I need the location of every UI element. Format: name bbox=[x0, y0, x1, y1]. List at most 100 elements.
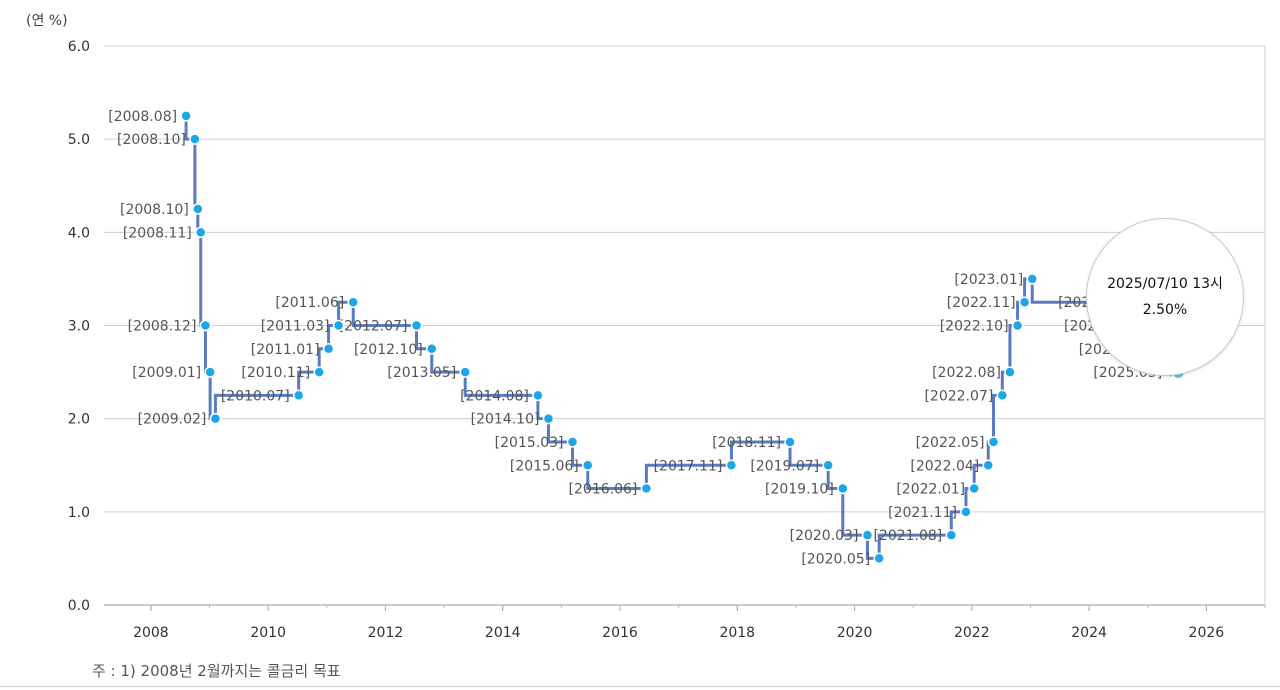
y-tick-label: 3.0 bbox=[68, 319, 90, 335]
point-label: [2008.12] bbox=[128, 319, 197, 335]
data-point[interactable] bbox=[192, 203, 204, 215]
data-point[interactable] bbox=[313, 366, 325, 378]
point-label: [2022.05] bbox=[916, 435, 985, 451]
data-point[interactable] bbox=[532, 389, 544, 402]
point-labels: [2008.08] [2008.10] [2008.10] [2008.11] [200… bbox=[108, 109, 1162, 568]
point-label: [2010.11] bbox=[241, 365, 310, 381]
hover-tooltip: 2025/07/10 13시 2.50% bbox=[1086, 218, 1244, 376]
data-point[interactable] bbox=[960, 506, 972, 518]
point-label: [2018.11] bbox=[712, 435, 781, 451]
data-point[interactable] bbox=[195, 226, 207, 239]
grid-lines bbox=[104, 45, 1266, 606]
point-label: [2008.11] bbox=[123, 225, 192, 241]
bottom-divider bbox=[0, 686, 1280, 687]
x-tick-label: 2010 bbox=[250, 625, 286, 641]
data-point[interactable] bbox=[322, 343, 335, 355]
data-point[interactable] bbox=[180, 110, 192, 122]
data-point[interactable] bbox=[542, 412, 555, 425]
data-point[interactable] bbox=[204, 366, 216, 378]
y-tick-label: 1.0 bbox=[68, 505, 90, 521]
point-label: [2009.01] bbox=[132, 365, 201, 381]
point-label: [2014.10] bbox=[471, 412, 540, 428]
point-label: [2008.08] bbox=[108, 109, 177, 125]
y-tick-label: 5.0 bbox=[68, 132, 90, 148]
point-label: [2008.10] bbox=[117, 132, 186, 148]
x-tick-label: 2022 bbox=[954, 625, 990, 641]
x-tick-label: 2020 bbox=[837, 625, 873, 641]
data-point[interactable] bbox=[410, 319, 423, 332]
data-point[interactable] bbox=[1026, 273, 1038, 285]
x-tick-label: 2012 bbox=[368, 625, 404, 641]
point-label: [2022.11] bbox=[947, 295, 1016, 311]
y-tick-label: 0.0 bbox=[68, 598, 90, 614]
x-tick-label: 2026 bbox=[1189, 625, 1225, 641]
point-label: [2020.05] bbox=[801, 551, 870, 567]
x-tick-label: 2024 bbox=[1071, 625, 1107, 641]
footnote: 주 : 1) 2008년 2월까지는 콜금리 목표 bbox=[92, 662, 341, 680]
point-label: [2022.10] bbox=[940, 319, 1009, 335]
point-label: [2022.07] bbox=[924, 388, 993, 404]
point-label: [2019.10] bbox=[765, 482, 834, 498]
data-point[interactable] bbox=[582, 459, 594, 471]
data-point[interactable] bbox=[987, 436, 1000, 448]
x-tick-label: 2008 bbox=[133, 625, 169, 641]
point-label: [2022.04] bbox=[910, 458, 979, 474]
axes: 0.0 1.0 2.0 3.0 4.0 5.0 6.0 2008 2010 2012 2014 201… bbox=[68, 39, 1266, 641]
x-tick-label: 2014 bbox=[485, 625, 521, 641]
y-tick-label: 6.0 bbox=[68, 39, 90, 55]
data-point[interactable] bbox=[426, 343, 438, 355]
point-label: [2011.03] bbox=[261, 319, 330, 335]
tooltip-date: 2025/07/10 13시 bbox=[1107, 276, 1223, 292]
point-label: [2010.07] bbox=[221, 388, 290, 404]
data-point[interactable] bbox=[209, 412, 222, 425]
point-label: [2012.07] bbox=[339, 319, 408, 335]
tooltip-value: 2.50% bbox=[1142, 302, 1188, 318]
data-point[interactable] bbox=[996, 389, 1009, 402]
data-point[interactable] bbox=[566, 436, 579, 448]
data-point[interactable] bbox=[347, 296, 359, 308]
data-point[interactable] bbox=[968, 482, 980, 495]
data-point[interactable] bbox=[1011, 319, 1024, 332]
data-point[interactable] bbox=[189, 133, 201, 145]
data-point[interactable] bbox=[784, 436, 796, 448]
y-axis-unit-label: (연 %) bbox=[26, 13, 68, 29]
data-point[interactable] bbox=[945, 529, 958, 541]
data-point[interactable] bbox=[873, 552, 885, 565]
data-point[interactable] bbox=[640, 482, 653, 495]
series-points[interactable] bbox=[180, 110, 1186, 565]
point-label: [2009.02] bbox=[138, 412, 207, 428]
data-point[interactable] bbox=[837, 482, 849, 495]
x-tick-label: 2018 bbox=[719, 625, 755, 641]
point-label: [2022.08] bbox=[932, 365, 1001, 381]
rate-step-line bbox=[184, 115, 1179, 560]
point-label: [2012.10] bbox=[354, 342, 423, 358]
point-label: [2017.11] bbox=[654, 458, 723, 474]
data-point[interactable] bbox=[725, 459, 738, 471]
y-tick-label: 4.0 bbox=[68, 225, 90, 241]
point-label: [2015.06] bbox=[510, 458, 579, 474]
point-label: [2023.01] bbox=[954, 272, 1023, 288]
data-point[interactable] bbox=[1004, 366, 1016, 378]
point-label: [2008.10] bbox=[120, 202, 189, 218]
data-point[interactable] bbox=[1018, 296, 1031, 308]
y-tick-label: 2.0 bbox=[68, 412, 90, 428]
data-point[interactable] bbox=[982, 459, 994, 471]
point-label: [2019.07] bbox=[750, 458, 819, 474]
data-point[interactable] bbox=[199, 319, 212, 332]
data-point[interactable] bbox=[459, 366, 471, 378]
series-line bbox=[184, 115, 1179, 560]
point-label: [2021.08] bbox=[873, 528, 942, 544]
point-label: [2014.08] bbox=[460, 388, 529, 404]
point-label: [2020.03] bbox=[790, 528, 859, 544]
data-point[interactable] bbox=[332, 319, 345, 332]
point-label: [2016.06] bbox=[569, 482, 638, 498]
x-tick-label: 2016 bbox=[602, 625, 638, 641]
point-label: [2011.01] bbox=[251, 342, 320, 358]
data-point[interactable] bbox=[861, 529, 874, 541]
point-label: [2015.03] bbox=[495, 435, 564, 451]
point-label: [2021.11] bbox=[888, 505, 957, 521]
data-point[interactable] bbox=[292, 389, 305, 402]
data-point[interactable] bbox=[822, 459, 834, 471]
point-label: [2011.06] bbox=[275, 295, 344, 311]
